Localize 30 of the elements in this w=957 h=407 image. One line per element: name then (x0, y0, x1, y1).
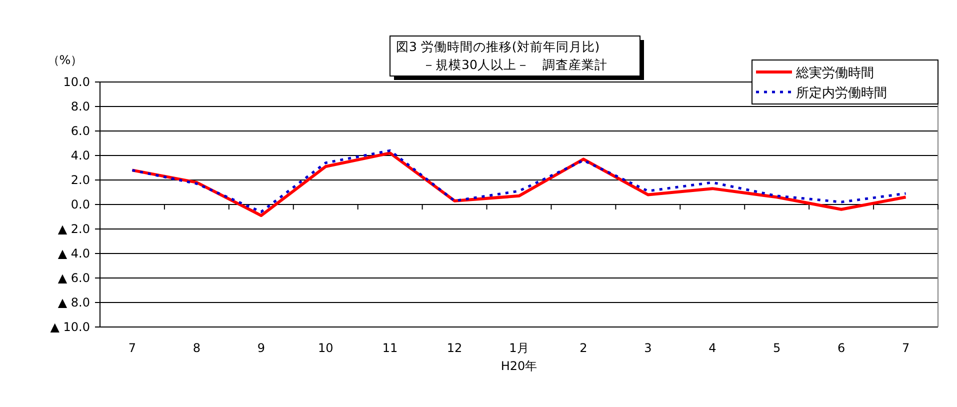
y-tick-label: 0.0 (70, 198, 90, 212)
y-tick-label: 8.0 (70, 100, 90, 114)
x-tick-label: 10 (318, 341, 334, 355)
y-tick-label: 2.0 (70, 173, 90, 187)
chart-title: 図3 労働時間の推移(対前年同月比) (396, 39, 600, 54)
legend-label: 所定内労働時間 (796, 86, 887, 101)
x-tick-label: 12 (446, 341, 462, 355)
y-tick-label: 6.0 (70, 124, 90, 138)
y-tick-label: 10.0 (63, 75, 90, 89)
x-tick-label: 2 (580, 341, 588, 355)
chart-subtitle: －規模30人以上－ 調査産業計 (422, 57, 608, 72)
text: H20年 (500, 359, 538, 373)
y-tick-label: ▲ 2.0 (58, 222, 90, 236)
y-axis-title: （%） (47, 53, 83, 67)
y-tick-label: ▲ 10.0 (50, 320, 90, 334)
x-tick-label: 8 (192, 341, 201, 355)
y-tick-label: ▲ 6.0 (58, 271, 90, 285)
x-tick-label: 4 (708, 341, 716, 355)
x-tick-label: 9 (257, 341, 265, 355)
x-tick-label: 1月 (509, 341, 529, 355)
x-tick-label: 3 (644, 341, 652, 355)
x-tick-label: 5 (773, 341, 781, 355)
y-tick-label: ▲ 4.0 (58, 246, 90, 260)
y-tick-label: ▲ 8.0 (58, 296, 90, 310)
x-tick-label: 11 (382, 341, 398, 355)
x-tick-label: 7 (128, 341, 136, 355)
x-tick-label: 6 (837, 341, 846, 355)
legend-label: 総実労働時間 (795, 65, 874, 81)
x-tick-label: 7 (902, 341, 910, 355)
y-tick-label: 4.0 (70, 148, 90, 162)
